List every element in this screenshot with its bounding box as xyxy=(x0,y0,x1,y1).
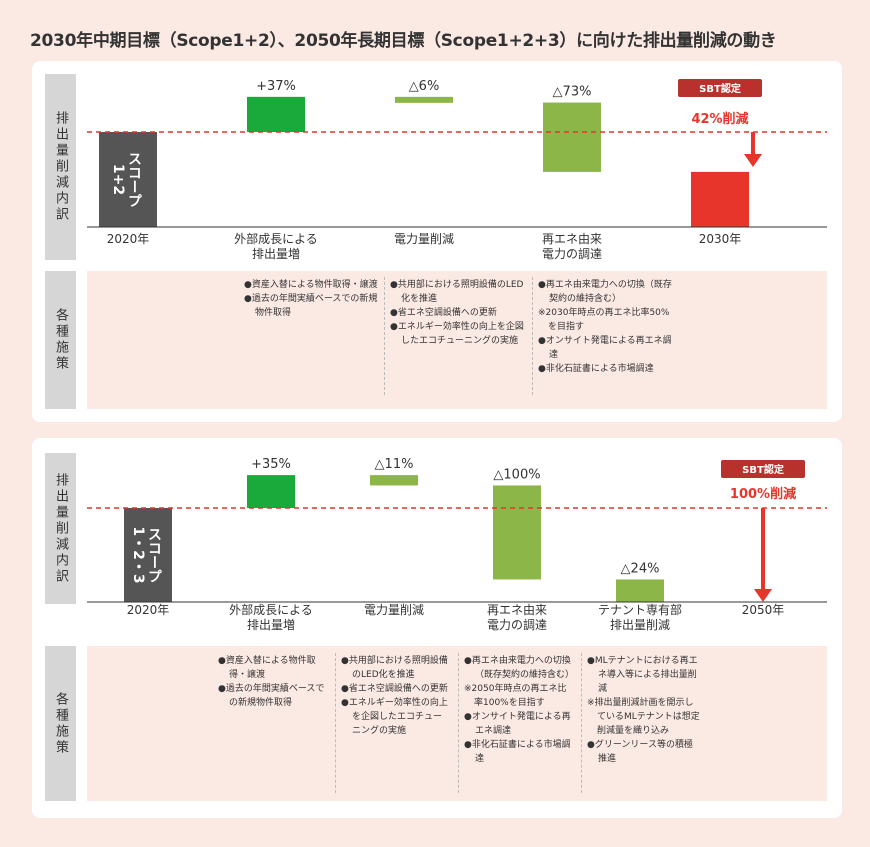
measures-area xyxy=(87,646,827,801)
tick-label: 外部成長による xyxy=(229,602,313,617)
measure-item: ●エネルギー効率性の向上を企図したエコチューニングの実施 xyxy=(341,698,448,736)
measure-item: ●オンサイト発電による再エネ調達 xyxy=(464,712,571,736)
bar-increase xyxy=(247,96,305,132)
measures-column: ●共用部における照明設備のLED化を推進 ●省エネ空調設備への更新 ●エネルギー効率… xyxy=(390,278,530,348)
data-label: +35% xyxy=(251,457,291,472)
tick-label: 電力の調達 xyxy=(542,247,602,261)
measures-column: ●資産入替による物件取得・譲渡 ●過去の年間実績ベースでの新規物件取得 xyxy=(218,654,326,710)
side-label-measures: 各種施策 xyxy=(45,646,76,801)
measures-column: ●共用部における照明設備のLED化を推進 ●省エネ空調設備への更新 ●エネルギー効率… xyxy=(341,654,449,738)
measure-item: ●共用部における照明設備のLED化を推進 xyxy=(390,280,524,304)
data-label: +37% xyxy=(256,79,296,94)
data-label: △100% xyxy=(493,467,540,482)
bar-label-base: スコープ xyxy=(146,527,162,583)
tick-label: 再エネ由来 xyxy=(487,603,547,617)
measure-note: ※2030年時点の再エネ比率50%を目指す xyxy=(538,308,670,332)
side-label-measures: 各種施策 xyxy=(45,271,76,409)
bar-target xyxy=(691,171,749,227)
tick-label: テナント専有部 xyxy=(598,602,682,617)
measures-column: ●再エネ由来電力への切換（既存契約の維持含む） ※2050年時点の再エネ比率100… xyxy=(464,654,575,766)
side-label-emissions: 排出量削減内訳 xyxy=(45,74,76,260)
tick-label: 2050年 xyxy=(742,603,785,617)
measure-item: ●共用部における照明設備のLED化を推進 xyxy=(341,656,448,680)
tick-label: 排出量削減 xyxy=(610,617,670,632)
column-divider xyxy=(581,653,582,793)
bar-base xyxy=(124,508,172,602)
tick-label: 再エネ由来 xyxy=(542,232,602,246)
sbt-badge xyxy=(678,79,762,97)
measures-column: ●再エネ由来電力への切換（既存契約の維持含む） ※2030年時点の再エネ比率50%… xyxy=(538,278,678,376)
column-divider xyxy=(458,653,459,793)
tick-label: 2020年 xyxy=(127,603,170,617)
measures-column: ●MLテナントにおける再エネ導入等による排出量削減 ※排出量削減計画を開示している… xyxy=(587,654,701,766)
measure-item: ●非化石証書による市場調達 xyxy=(538,364,654,374)
sbt-badge-label: SBT認定 xyxy=(699,82,741,95)
measure-item: ●再エネ由来電力への切換（既存契約の維持含む） xyxy=(538,280,672,304)
measure-note: ※2050年時点の再エネ比率100%を目指す xyxy=(464,684,567,708)
bar-reduction xyxy=(616,579,664,602)
sbt-badge-label: SBT認定 xyxy=(742,463,784,476)
measure-item: ●過去の年間実績ベースでの新規物件取得 xyxy=(244,294,378,318)
arrow-head xyxy=(744,154,762,167)
page-title: 2030年中期目標（Scope1+2）、2050年長期目標（Scope1+2+3… xyxy=(30,31,777,51)
bar-label-scope: 1・2・3 xyxy=(130,526,146,583)
data-label: △6% xyxy=(409,79,440,94)
column-divider xyxy=(335,653,336,793)
measure-item: ●省エネ空調設備への更新 xyxy=(341,684,448,694)
bar-reduction xyxy=(543,102,601,172)
measure-item: ●過去の年間実績ベースでの新規物件取得 xyxy=(218,684,325,708)
arrow-head xyxy=(754,589,772,602)
measure-item: ●オンサイト発電による再エネ調達 xyxy=(538,336,672,360)
bar-reduction xyxy=(370,475,418,486)
tick-label: 2030年 xyxy=(699,232,742,246)
measures-column: ●資産入替による物件取得・譲渡 ●過去の年間実績ベースでの新規物件取得 xyxy=(244,278,382,320)
column-divider xyxy=(532,277,533,395)
sbt-badge xyxy=(721,460,805,478)
panel-2030: 排出量削減内訳 各種施策 スコープ 1+2 +37% △6% △73% 2020年 外部成長… xyxy=(32,61,842,422)
measure-item: ●非化石証書による市場調達 xyxy=(464,740,571,764)
measure-item: ●省エネ空調設備への更新 xyxy=(390,308,497,318)
measure-item: ●資産入替による物件取得・譲渡 xyxy=(244,280,378,290)
bar-label-base: スコープ xyxy=(126,152,142,208)
data-label: △73% xyxy=(553,85,592,100)
tick-label: 外部成長による xyxy=(234,231,318,246)
measure-item: ●グリーンリース等の積極推進 xyxy=(587,740,693,764)
column-divider xyxy=(384,277,385,395)
target-label: 42%削減 xyxy=(691,111,748,127)
panel-2050: 排出量削減内訳 各種施策 スコープ 1・2・3 +35% △11% △100% △24% 2… xyxy=(32,438,842,818)
measure-item: ●資産入替による物件取得・譲渡 xyxy=(218,656,316,680)
bar-label-scope: 1+2 xyxy=(110,164,126,195)
side-label-emissions: 排出量削減内訳 xyxy=(45,453,76,604)
bar-increase xyxy=(247,475,295,508)
data-label: △24% xyxy=(621,561,660,576)
tick-label: 排出量増 xyxy=(252,247,300,261)
measure-item: ●エネルギー効率性の向上を企図したエコチューニングの実施 xyxy=(390,322,524,346)
tick-label: 電力量削減 xyxy=(394,231,454,246)
measure-item: ●再エネ由来電力への切換（既存契約の維持含む） xyxy=(464,656,575,680)
measures-area xyxy=(87,271,827,409)
measure-item: ●MLテナントにおける再エネ導入等による排出量削減 xyxy=(587,656,698,694)
tick-label: 電力の調達 xyxy=(487,618,547,632)
data-label: △11% xyxy=(375,457,414,472)
tick-label: 電力量削減 xyxy=(364,602,424,617)
tick-label: 排出量増 xyxy=(247,618,295,632)
bar-reduction xyxy=(493,485,541,580)
bar-reduction xyxy=(395,96,453,103)
target-label: 100%削減 xyxy=(730,486,796,502)
measure-note: ※排出量削減計画を開示しているMLテナントは想定削減量を織り込み xyxy=(587,698,700,736)
tick-label: 2020年 xyxy=(107,232,150,246)
bar-base xyxy=(99,132,157,227)
